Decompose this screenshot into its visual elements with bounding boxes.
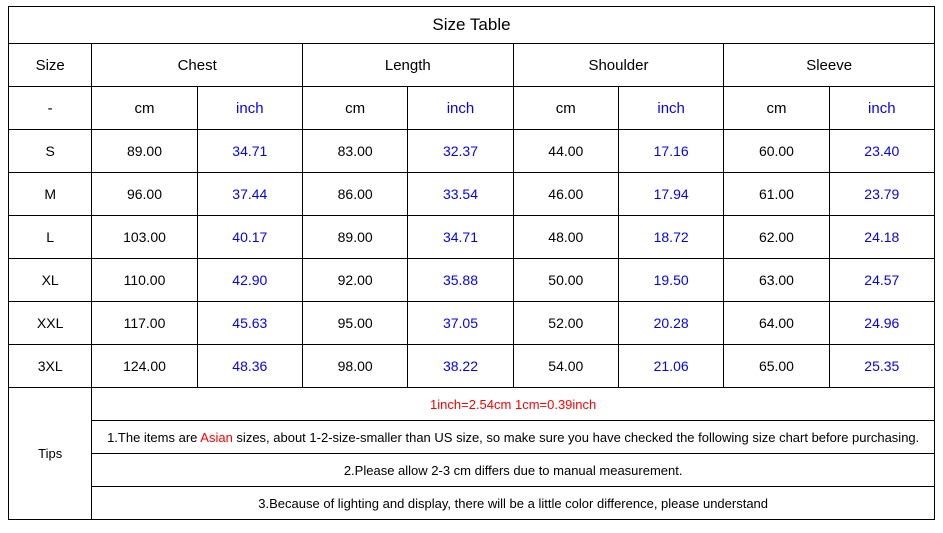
cell-inch: 24.18 (829, 216, 934, 259)
table-row: S 89.00 34.71 83.00 32.37 44.00 17.16 60… (9, 130, 935, 173)
cell-size: L (9, 216, 92, 259)
table-row: M 96.00 37.44 86.00 33.54 46.00 17.94 61… (9, 173, 935, 216)
cell-cm: 110.00 (92, 259, 197, 302)
cell-inch: 37.05 (408, 302, 513, 345)
cell-cm: 89.00 (92, 130, 197, 173)
cell-cm: 50.00 (513, 259, 618, 302)
cell-inch: 48.36 (197, 345, 302, 388)
table-title: Size Table (9, 7, 935, 44)
header-sleeve: Sleeve (724, 44, 935, 87)
cell-cm: 86.00 (302, 173, 407, 216)
unit-inch: inch (829, 87, 934, 130)
tips-line-1: 1.The items are Asian sizes, about 1-2-s… (92, 421, 935, 454)
unit-cm: cm (302, 87, 407, 130)
unit-inch: inch (408, 87, 513, 130)
cell-inch: 18.72 (618, 216, 723, 259)
tips-line-2: 2.Please allow 2-3 cm differs due to man… (92, 454, 935, 487)
cell-size: 3XL (9, 345, 92, 388)
tips-label: Tips (9, 388, 92, 520)
unit-placeholder: - (9, 87, 92, 130)
tips-conversion-row: Tips 1inch=2.54cm 1cm=0.39inch (9, 388, 935, 421)
cell-cm: 98.00 (302, 345, 407, 388)
table-row: XL 110.00 42.90 92.00 35.88 50.00 19.50 … (9, 259, 935, 302)
cell-cm: 60.00 (724, 130, 829, 173)
tips-row: 2.Please allow 2-3 cm differs due to man… (9, 454, 935, 487)
cell-cm: 92.00 (302, 259, 407, 302)
header-shoulder: Shoulder (513, 44, 724, 87)
cell-cm: 48.00 (513, 216, 618, 259)
cell-cm: 46.00 (513, 173, 618, 216)
tips-row: 3.Because of lighting and display, there… (9, 487, 935, 520)
tips-line-3: 3.Because of lighting and display, there… (92, 487, 935, 520)
cell-inch: 42.90 (197, 259, 302, 302)
unit-cm: cm (92, 87, 197, 130)
tips-row: 1.The items are Asian sizes, about 1-2-s… (9, 421, 935, 454)
cell-cm: 61.00 (724, 173, 829, 216)
cell-cm: 62.00 (724, 216, 829, 259)
size-table: Size Table Size Chest Length Shoulder Sl… (8, 6, 935, 520)
cell-cm: 89.00 (302, 216, 407, 259)
cell-cm: 124.00 (92, 345, 197, 388)
cell-cm: 117.00 (92, 302, 197, 345)
cell-inch: 45.63 (197, 302, 302, 345)
tips-line-1-red: Asian (200, 430, 233, 445)
cell-inch: 40.17 (197, 216, 302, 259)
cell-inch: 25.35 (829, 345, 934, 388)
table-row: L 103.00 40.17 89.00 34.71 48.00 18.72 6… (9, 216, 935, 259)
cell-cm: 83.00 (302, 130, 407, 173)
unit-inch: inch (197, 87, 302, 130)
cell-inch: 38.22 (408, 345, 513, 388)
cell-inch: 23.40 (829, 130, 934, 173)
header-chest: Chest (92, 44, 303, 87)
tips-conversion-text: 1inch=2.54cm 1cm=0.39inch (430, 397, 596, 412)
cell-cm: 63.00 (724, 259, 829, 302)
cell-inch: 24.57 (829, 259, 934, 302)
cell-cm: 52.00 (513, 302, 618, 345)
cell-size: M (9, 173, 92, 216)
header-row: Size Chest Length Shoulder Sleeve (9, 44, 935, 87)
cell-size: XXL (9, 302, 92, 345)
cell-inch: 34.71 (197, 130, 302, 173)
cell-inch: 21.06 (618, 345, 723, 388)
cell-inch: 33.54 (408, 173, 513, 216)
header-length: Length (302, 44, 513, 87)
cell-inch: 17.16 (618, 130, 723, 173)
table-row: XXL 117.00 45.63 95.00 37.05 52.00 20.28… (9, 302, 935, 345)
unit-cm: cm (513, 87, 618, 130)
table-row: 3XL 124.00 48.36 98.00 38.22 54.00 21.06… (9, 345, 935, 388)
title-row: Size Table (9, 7, 935, 44)
cell-inch: 35.88 (408, 259, 513, 302)
header-size: Size (9, 44, 92, 87)
unit-row: - cm inch cm inch cm inch cm inch (9, 87, 935, 130)
tips-line-1-pre: 1.The items are (107, 430, 200, 445)
tips-line-1-post: sizes, about 1-2-size-smaller than US si… (233, 430, 919, 445)
cell-cm: 96.00 (92, 173, 197, 216)
cell-inch: 19.50 (618, 259, 723, 302)
cell-cm: 65.00 (724, 345, 829, 388)
cell-size: S (9, 130, 92, 173)
cell-cm: 44.00 (513, 130, 618, 173)
cell-inch: 20.28 (618, 302, 723, 345)
cell-inch: 17.94 (618, 173, 723, 216)
cell-cm: 54.00 (513, 345, 618, 388)
cell-cm: 95.00 (302, 302, 407, 345)
cell-inch: 23.79 (829, 173, 934, 216)
cell-inch: 24.96 (829, 302, 934, 345)
cell-inch: 34.71 (408, 216, 513, 259)
cell-inch: 32.37 (408, 130, 513, 173)
cell-cm: 64.00 (724, 302, 829, 345)
unit-inch: inch (618, 87, 723, 130)
cell-cm: 103.00 (92, 216, 197, 259)
unit-cm: cm (724, 87, 829, 130)
cell-size: XL (9, 259, 92, 302)
cell-inch: 37.44 (197, 173, 302, 216)
tips-conversion: 1inch=2.54cm 1cm=0.39inch (92, 388, 935, 421)
